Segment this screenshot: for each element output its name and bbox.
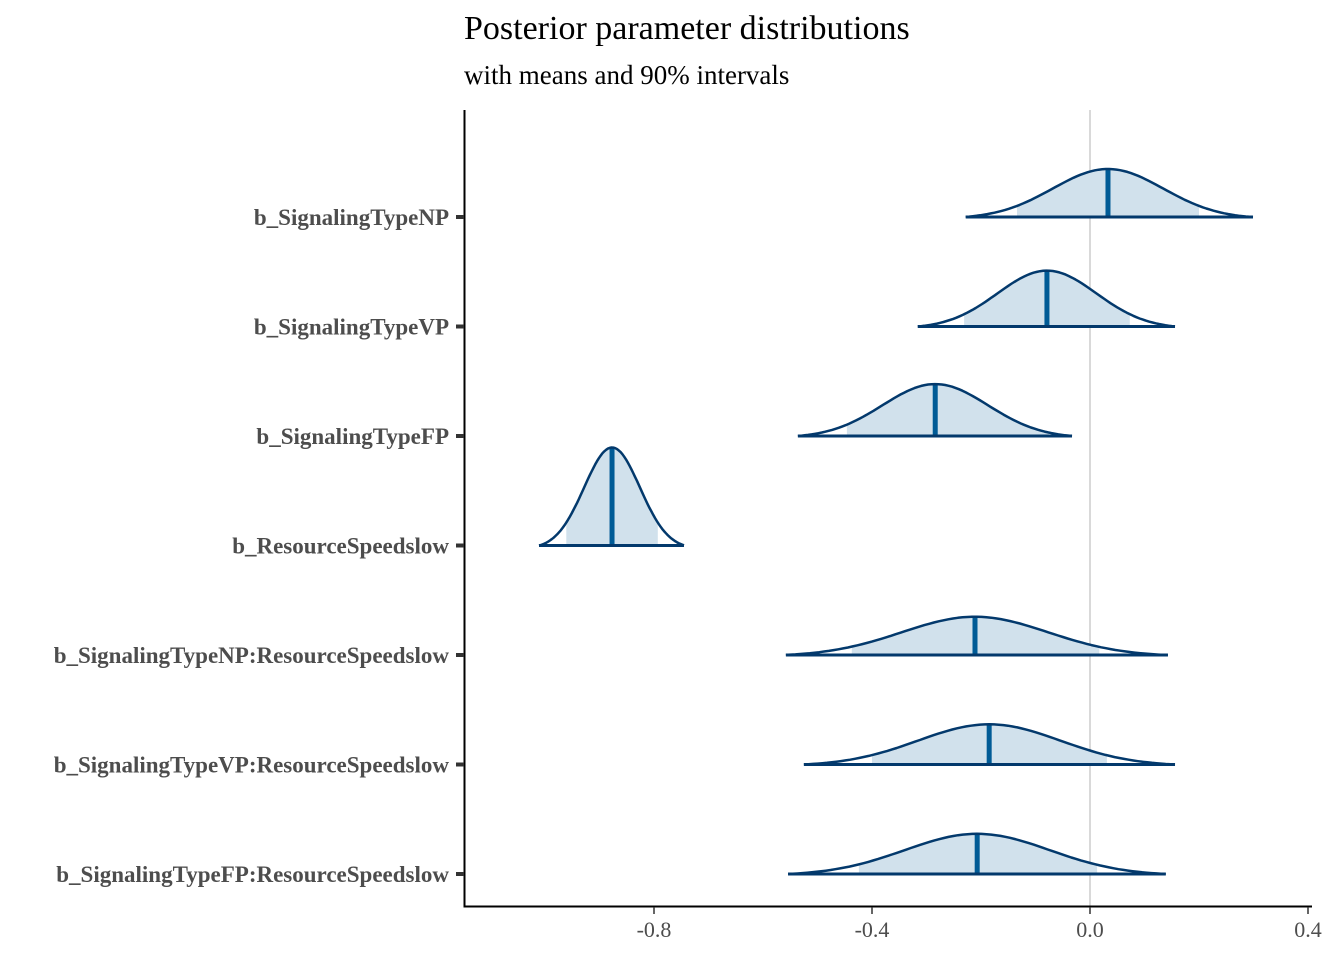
chart-subtitle: with means and 90% intervals	[464, 60, 790, 90]
y-tick-label: b_SignalingTypeVP:ResourceSpeedslow	[54, 753, 450, 778]
density-b_SignalingTypeVP	[917, 269, 1176, 328]
x-tick-label: 0.4	[1294, 917, 1322, 942]
interval-fill	[846, 384, 1050, 436]
density-curve	[785, 615, 1168, 657]
y-tick-label: b_SignalingTypeNP	[254, 205, 449, 230]
density-curve	[803, 723, 1176, 766]
density-curve	[917, 269, 1176, 328]
y-tick-label: b_SignalingTypeVP	[254, 315, 449, 340]
x-tick-label: -0.8	[637, 917, 672, 942]
y-tick-label: b_SignalingTypeNP:ResourceSpeedslow	[54, 643, 450, 668]
x-tick-label: 0.0	[1076, 917, 1104, 942]
density-curve	[538, 446, 685, 547]
chart-title: Posterior parameter distributions	[464, 10, 910, 47]
density-b_SignalingTypeNP	[965, 167, 1254, 219]
density-curve	[788, 832, 1166, 876]
y-tick-label: b_ResourceSpeedslow	[232, 534, 449, 559]
density-curve	[797, 382, 1073, 438]
density-b_SignalingTypeFP:ResourceSpeedslow	[788, 832, 1166, 876]
x-tick-label: -0.4	[855, 917, 890, 942]
density-b_SignalingTypeNP:ResourceSpeedslow	[785, 615, 1168, 657]
density-b_SignalingTypeFP	[797, 382, 1073, 438]
density-b_ResourceSpeedslow	[538, 446, 685, 547]
y-tick-label: b_SignalingTypeFP	[256, 424, 449, 449]
density-b_SignalingTypeVP:ResourceSpeedslow	[803, 723, 1176, 766]
density-curve	[965, 167, 1254, 219]
y-tick-label: b_SignalingTypeFP:ResourceSpeedslow	[56, 862, 449, 887]
